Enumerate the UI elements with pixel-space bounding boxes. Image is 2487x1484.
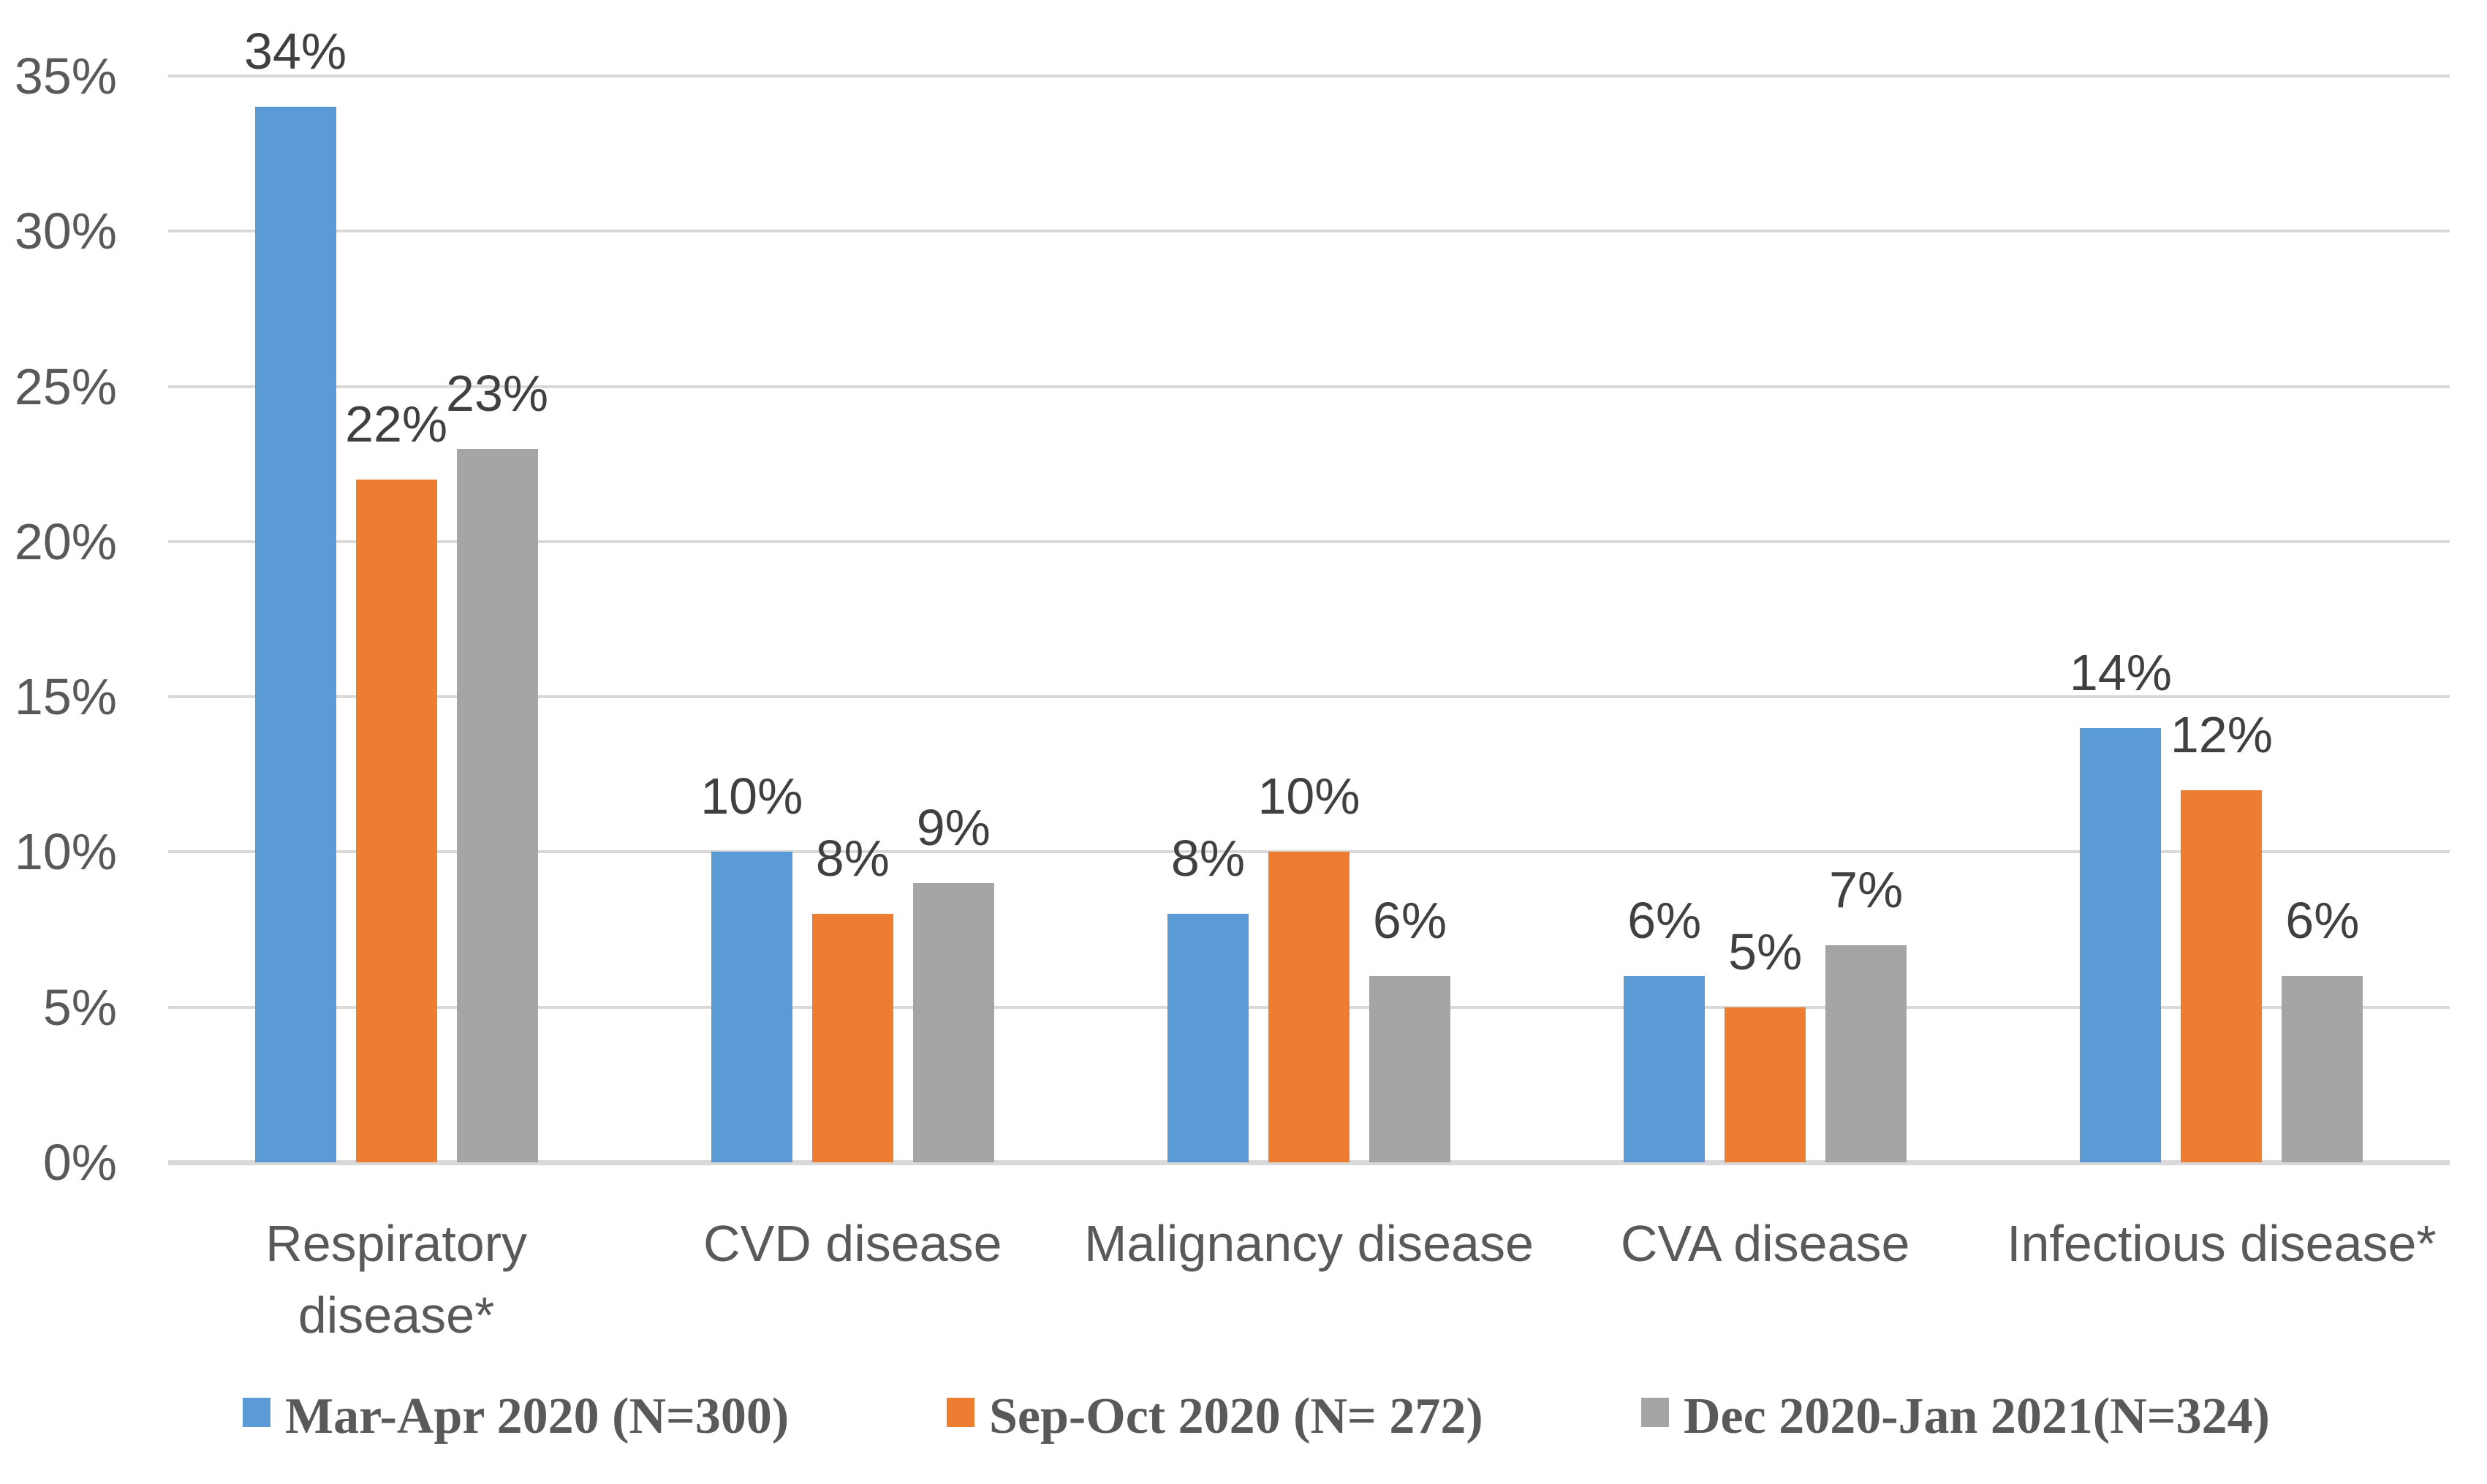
legend-item-label: Mar-Apr 2020 (N=300) bbox=[285, 1388, 790, 1445]
y-axis-tick: 30% bbox=[14, 202, 117, 260]
bar bbox=[2282, 976, 2363, 1162]
legend-item: Dec 2020-Jan 2021(N=324) bbox=[1641, 1386, 2270, 1447]
bar bbox=[1167, 914, 1249, 1162]
bar-value-label: 7% bbox=[1829, 860, 1904, 918]
y-axis-tick: 25% bbox=[14, 357, 117, 415]
bar bbox=[1725, 1007, 1806, 1162]
category-label: CVD disease bbox=[703, 1215, 1002, 1272]
bar-value-label: 6% bbox=[1372, 892, 1447, 950]
gridline bbox=[168, 230, 2450, 233]
gridline bbox=[168, 695, 2450, 699]
bar-value-label: 5% bbox=[1728, 923, 1803, 980]
bar-value-label: 22% bbox=[345, 395, 448, 453]
legend-item-label: Sep-Oct 2020 (N= 272) bbox=[989, 1388, 1483, 1445]
bar-value-label: 10% bbox=[700, 768, 803, 825]
bar-value-label: 14% bbox=[2069, 643, 2172, 701]
legend-color-swatch bbox=[243, 1398, 270, 1427]
gridline bbox=[168, 850, 2450, 854]
legend-color-swatch bbox=[1641, 1398, 1669, 1427]
bar-value-label: 6% bbox=[1627, 892, 1702, 950]
y-axis-tick: 0% bbox=[42, 1134, 117, 1191]
bar bbox=[2181, 790, 2263, 1162]
bar bbox=[1369, 976, 1450, 1162]
bar-value-label: 10% bbox=[1257, 768, 1360, 825]
legend-item: Mar-Apr 2020 (N=300) bbox=[243, 1386, 789, 1447]
bar-value-label: 23% bbox=[446, 364, 549, 422]
gridline bbox=[168, 75, 2450, 77]
bar bbox=[254, 107, 336, 1162]
bar-value-label: 34% bbox=[244, 23, 347, 80]
bar bbox=[2080, 727, 2162, 1162]
category-label: Respiratory disease* bbox=[265, 1215, 528, 1344]
bar-value-label: 8% bbox=[815, 830, 890, 887]
bar bbox=[1825, 944, 1907, 1162]
bar bbox=[355, 479, 437, 1162]
bar bbox=[456, 448, 538, 1162]
y-axis-tick: 20% bbox=[14, 512, 117, 570]
gridline bbox=[168, 385, 2450, 388]
y-axis-tick: 5% bbox=[42, 978, 117, 1036]
legend-item-label: Dec 2020-Jan 2021(N=324) bbox=[1684, 1388, 2270, 1445]
legend-item: Sep-Oct 2020 (N= 272) bbox=[947, 1386, 1483, 1447]
bar bbox=[1268, 852, 1350, 1162]
bar-value-label: 12% bbox=[2170, 705, 2273, 763]
bar-value-label: 8% bbox=[1170, 830, 1246, 887]
bar-value-label: 6% bbox=[2285, 892, 2360, 950]
y-axis-tick: 15% bbox=[14, 668, 117, 726]
bar-value-label: 9% bbox=[916, 798, 991, 856]
category-label: CVA disease bbox=[1620, 1215, 1910, 1272]
bar bbox=[1624, 976, 1706, 1162]
y-axis-tick: 35% bbox=[14, 48, 117, 105]
gridline bbox=[168, 540, 2450, 543]
legend-color-swatch bbox=[947, 1398, 974, 1427]
bar bbox=[711, 852, 792, 1162]
category-label: Malignancy disease bbox=[1084, 1215, 1534, 1272]
bar bbox=[811, 914, 893, 1162]
bar bbox=[912, 882, 994, 1162]
y-axis-tick: 10% bbox=[14, 823, 117, 881]
category-label: Infectious disease* bbox=[2007, 1215, 2437, 1272]
x-axis-line bbox=[168, 1160, 2450, 1165]
plot-area: 34% 22% 23% 10% 8% 9% 8% 10% 6% 6% 5% 7% 14% 12% 6% bbox=[168, 23, 2450, 1165]
